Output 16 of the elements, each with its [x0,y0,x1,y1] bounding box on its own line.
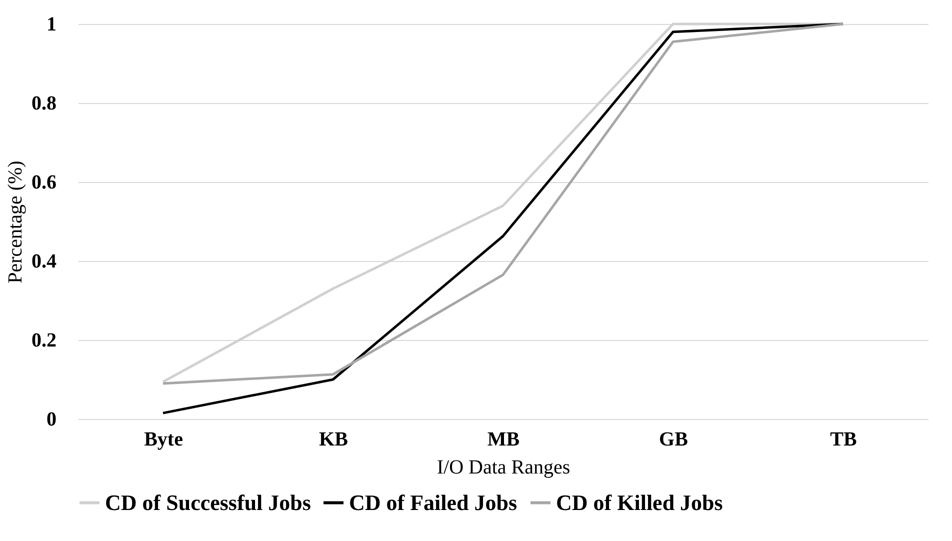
legend-label: CD of Failed Jobs [349,490,518,515]
y-tick-label: 0.8 [32,92,56,114]
y-tick-label: 0.2 [32,330,56,352]
x-tick-label: MB [487,428,520,450]
y-tick-label: 0.4 [32,250,56,272]
x-tick-label: GB [659,428,688,450]
x-tick-label: KB [319,428,348,450]
x-tick-label: TB [830,428,857,450]
x-tick-label: Byte [144,428,184,450]
legend-label: CD of Successful Jobs [105,490,312,515]
y-tick-label: 1 [46,14,56,36]
x-axis-title: I/O Data Ranges [436,456,570,478]
y-tick-label: 0.6 [32,172,56,194]
y-axis-title: Percentage (%) [4,160,26,284]
legend-label: CD of Killed Jobs [556,490,724,515]
y-tick-label: 0 [46,408,56,430]
